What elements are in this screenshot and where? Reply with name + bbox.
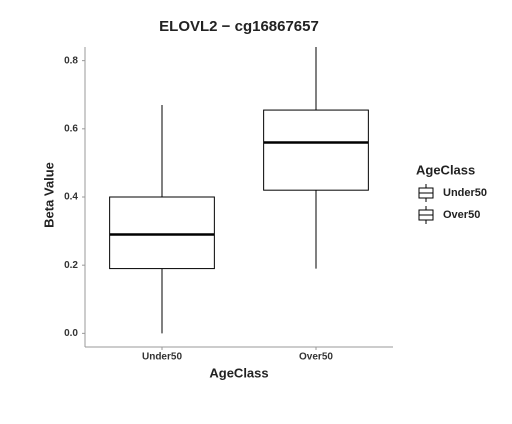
box xyxy=(263,109,369,191)
legend-label: Over50 xyxy=(443,209,480,221)
x-axis-title: AgeClass xyxy=(209,365,268,380)
chart-title: ELOVL2 − cg16867657 xyxy=(159,18,319,35)
y-axis-title: Beta Value xyxy=(41,162,56,228)
y-tick-label: 0.6 xyxy=(64,123,78,134)
y-tick-label: 0.8 xyxy=(64,55,78,66)
x-tick-label: Under50 xyxy=(142,352,182,363)
legend-label: Under50 xyxy=(443,187,487,199)
legend-title: AgeClass xyxy=(416,162,475,177)
y-tick-label: 0.2 xyxy=(64,260,78,271)
x-tick-label: Over50 xyxy=(299,352,333,363)
y-tick-label: 0.4 xyxy=(64,192,78,203)
box xyxy=(109,196,215,270)
y-tick-label: 0.0 xyxy=(64,328,78,339)
